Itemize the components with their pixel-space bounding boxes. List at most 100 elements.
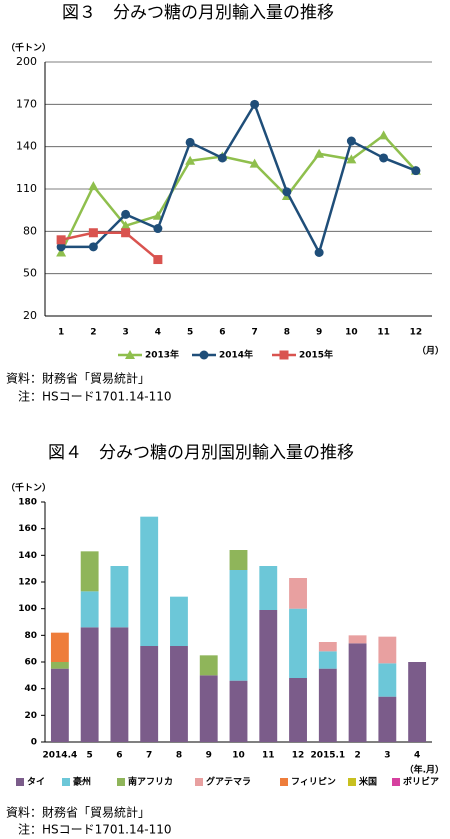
chart-title: 図３ 分みつ糖の月別輸入量の推移 <box>62 3 334 23</box>
x-tick-label: 3 <box>122 328 128 338</box>
y-tick-label: 160 <box>18 524 37 534</box>
marker <box>250 99 260 109</box>
source: 資料：財務省「貿易統計」 <box>6 371 150 386</box>
series-line <box>60 231 159 261</box>
legend-label: 2014年 <box>219 349 253 361</box>
x-tick-label: 5 <box>87 751 93 761</box>
marker <box>121 209 131 219</box>
marker <box>153 255 163 265</box>
marker <box>185 137 195 147</box>
marker <box>379 153 389 163</box>
bar-segment <box>318 651 337 669</box>
bar-segment <box>50 662 69 669</box>
marker <box>282 187 292 197</box>
y-unit: （千トン） <box>6 482 51 494</box>
marker <box>346 154 357 164</box>
y-tick-label: 20 <box>23 309 37 322</box>
bar-segment <box>378 696 397 742</box>
note: 注：HSコード1701.14-110 <box>18 389 172 404</box>
bar-segment <box>140 646 159 742</box>
x-tick-label: 6 <box>219 328 225 338</box>
legend-label: グアテマラ <box>206 776 251 788</box>
x-tick-label: 10 <box>345 328 358 338</box>
x-tick-label: 7 <box>251 328 257 338</box>
marker <box>411 166 421 176</box>
bar-segment <box>50 632 69 662</box>
bar-segment <box>289 578 307 609</box>
chart-title: 図４ 分みつ糖の月別国別輸入量の推移 <box>48 443 354 463</box>
x-tick-label: 2 <box>90 328 96 338</box>
x-tick-label: 12 <box>292 751 305 761</box>
legend-swatch <box>280 778 288 786</box>
bar-segment <box>170 646 188 742</box>
legend-marker <box>199 350 209 360</box>
marker <box>314 248 324 257</box>
bar-segment <box>378 663 397 697</box>
marker <box>378 130 389 140</box>
x-tick-label: 2014.4 <box>43 751 78 761</box>
marker <box>346 136 356 146</box>
x-tick-label: 11 <box>377 328 390 338</box>
y-tick-label: 0 <box>31 738 37 748</box>
bar-segment <box>318 642 337 652</box>
x-unit: （月） <box>417 346 444 357</box>
bar-segment <box>348 635 367 644</box>
bar-segment <box>259 566 278 610</box>
bar-segment <box>110 627 129 742</box>
bar-segment <box>229 680 248 742</box>
y-tick-label: 20 <box>24 711 37 721</box>
marker <box>217 153 227 163</box>
y-tick-label: 180 <box>18 498 37 508</box>
marker <box>88 181 99 191</box>
legend-swatch <box>62 778 70 786</box>
legend-label: ボリビア <box>403 776 439 788</box>
x-tick-label: 10 <box>232 751 245 761</box>
note: 注：HSコード1701.14-110 <box>18 822 172 837</box>
y-tick-label: 50 <box>23 267 37 280</box>
x-tick-label: 8 <box>284 328 290 338</box>
y-tick-label: 140 <box>18 551 37 561</box>
series-line <box>60 133 417 254</box>
marker <box>185 155 196 165</box>
bar-segment <box>199 655 218 676</box>
bar-segment <box>140 516 159 646</box>
y-tick-label: 80 <box>24 631 37 641</box>
x-tick-label: 1 <box>58 328 64 338</box>
marker <box>152 210 163 220</box>
bar-segment <box>408 662 427 742</box>
marker <box>120 220 131 230</box>
legend-label: 2013年 <box>145 349 179 361</box>
x-tick-label: 9 <box>206 751 212 761</box>
legend-label: タイ <box>27 776 45 788</box>
legend-label: 2015年 <box>299 349 333 361</box>
series-line <box>61 101 417 256</box>
marker <box>153 224 163 234</box>
x-tick-label: 4 <box>414 751 420 761</box>
y-unit: （千トン） <box>6 42 51 54</box>
bar-segment <box>50 668 69 742</box>
y-tick-label: 140 <box>16 140 37 153</box>
legend-label: 豪州 <box>73 776 91 788</box>
x-tick-label: 12 <box>410 328 423 338</box>
bar-segment <box>80 591 99 628</box>
y-tick-label: 60 <box>24 658 37 668</box>
legend-label: フィリピン <box>291 776 336 788</box>
legend-swatch <box>117 778 125 786</box>
marker <box>121 228 131 238</box>
bar-segment <box>289 678 307 742</box>
marker <box>56 235 66 245</box>
marker <box>56 247 67 257</box>
bar-segment <box>80 627 99 742</box>
bar-segment <box>289 608 307 678</box>
marker <box>88 228 98 238</box>
x-tick-label: 9 <box>316 328 322 338</box>
legend-swatch <box>195 778 203 786</box>
bar-segment <box>199 675 218 742</box>
marker <box>88 242 98 252</box>
y-tick-label: 120 <box>18 578 37 588</box>
legend-swatch <box>16 778 24 786</box>
x-unit: （年.月） <box>405 764 444 776</box>
legend-label: 米国 <box>358 776 377 788</box>
bar-segment <box>110 566 129 628</box>
